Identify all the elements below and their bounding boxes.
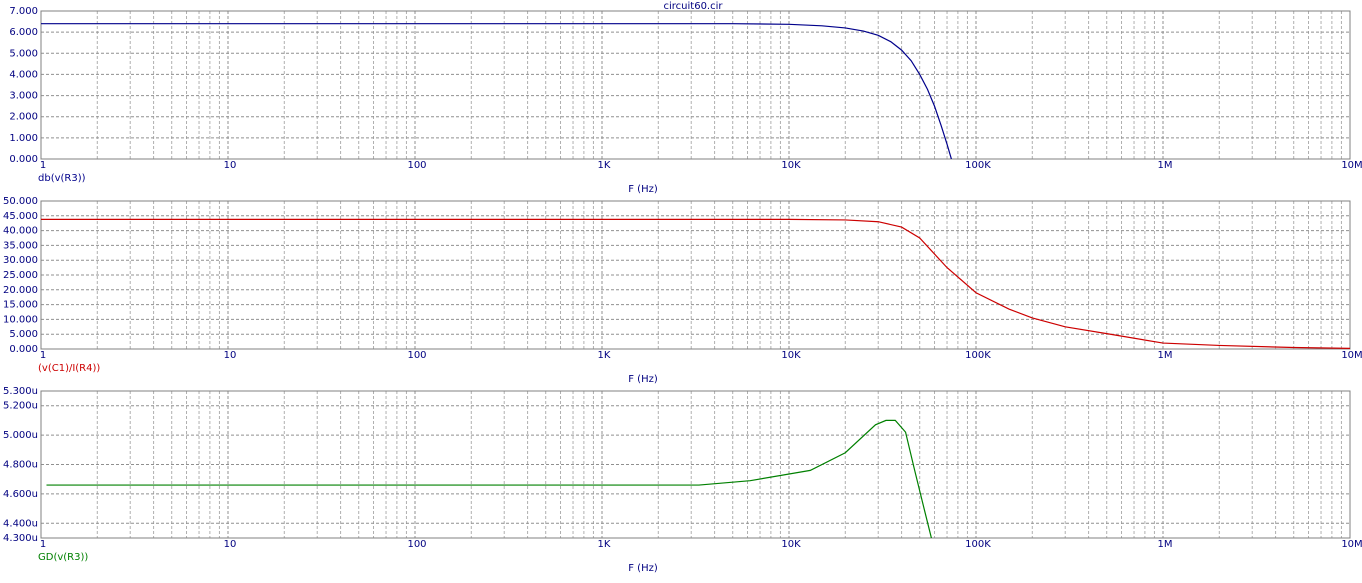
y-tick-label: 15.000: [3, 300, 38, 311]
x-tick-label: 1: [40, 160, 46, 171]
x-tick-label: 100K: [965, 539, 991, 550]
legend-label: (v(C1)/I(R4)): [38, 363, 100, 374]
y-tick-label: 0.000: [9, 344, 38, 355]
y-tick-label: 2.000: [9, 112, 38, 123]
x-axis-label: F (Hz): [628, 374, 658, 385]
y-tick-label: 5.000u: [3, 430, 38, 441]
x-tick-label: 10K: [781, 539, 801, 550]
y-tick-label: 4.300u: [3, 533, 38, 544]
y-tick-label: 45.000: [3, 211, 38, 222]
x-tick-label: 1K: [598, 350, 611, 361]
x-tick-label: 1M: [1158, 539, 1173, 550]
x-tick-label: 10K: [781, 160, 801, 171]
x-tick-label: 100: [407, 160, 426, 171]
y-tick-label: 4.600u: [3, 489, 38, 500]
x-tick-label: 10: [224, 350, 237, 361]
y-tick-label: 5.200u: [3, 401, 38, 412]
y-tick-label: 4.400u: [3, 518, 38, 529]
x-tick-label: 10K: [781, 350, 801, 361]
y-tick-label: 5.000: [9, 48, 38, 59]
legend-label: db(v(R3)): [38, 173, 86, 184]
y-tick-label: 10.000: [3, 314, 38, 325]
x-tick-label: 100K: [965, 350, 991, 361]
x-tick-label: 100K: [965, 160, 991, 171]
series-line: [41, 23, 953, 159]
x-tick-label: 1: [40, 539, 46, 550]
x-tick-label: 10: [224, 160, 237, 171]
plot-frame: [40, 10, 1351, 160]
y-tick-label: 6.000: [9, 27, 38, 38]
series-line: [41, 218, 1350, 349]
y-tick-label: 40.000: [3, 226, 38, 237]
chart-title: circuit60.cir: [664, 1, 724, 12]
x-tick-label: 10M: [1341, 539, 1362, 550]
y-tick-label: 25.000: [3, 270, 38, 281]
y-tick-label: 50.000: [3, 196, 38, 207]
y-tick-label: 4.000: [9, 69, 38, 80]
y-tick-label: 4.800u: [3, 460, 38, 471]
y-tick-label: 20.000: [3, 285, 38, 296]
x-tick-label: 10: [224, 539, 237, 550]
series-line: [46, 419, 933, 538]
x-tick-label: 1M: [1158, 350, 1173, 361]
y-tick-label: 30.000: [3, 255, 38, 266]
x-tick-label: 1K: [598, 539, 611, 550]
y-tick-label: 7.000: [9, 6, 38, 17]
x-tick-label: 100: [407, 350, 426, 361]
y-tick-label: 3.000: [9, 91, 38, 102]
plot-frame: [40, 390, 1351, 539]
x-axis-label: F (Hz): [628, 184, 658, 195]
x-tick-label: 1K: [598, 160, 611, 171]
y-tick-label: 5.300u: [3, 386, 38, 397]
y-tick-label: 35.000: [3, 240, 38, 251]
x-axis-label: F (Hz): [628, 563, 658, 574]
x-tick-label: 10M: [1341, 160, 1362, 171]
y-tick-label: 0.000: [9, 154, 38, 165]
x-tick-label: 1: [40, 350, 46, 361]
x-tick-label: 100: [407, 539, 426, 550]
x-tick-label: 10M: [1341, 350, 1362, 361]
x-tick-label: 1M: [1158, 160, 1173, 171]
y-tick-label: 5.000: [9, 329, 38, 340]
legend-label: GD(v(R3)): [38, 552, 88, 563]
y-tick-label: 1.000: [9, 133, 38, 144]
plot-frame: [40, 200, 1351, 350]
